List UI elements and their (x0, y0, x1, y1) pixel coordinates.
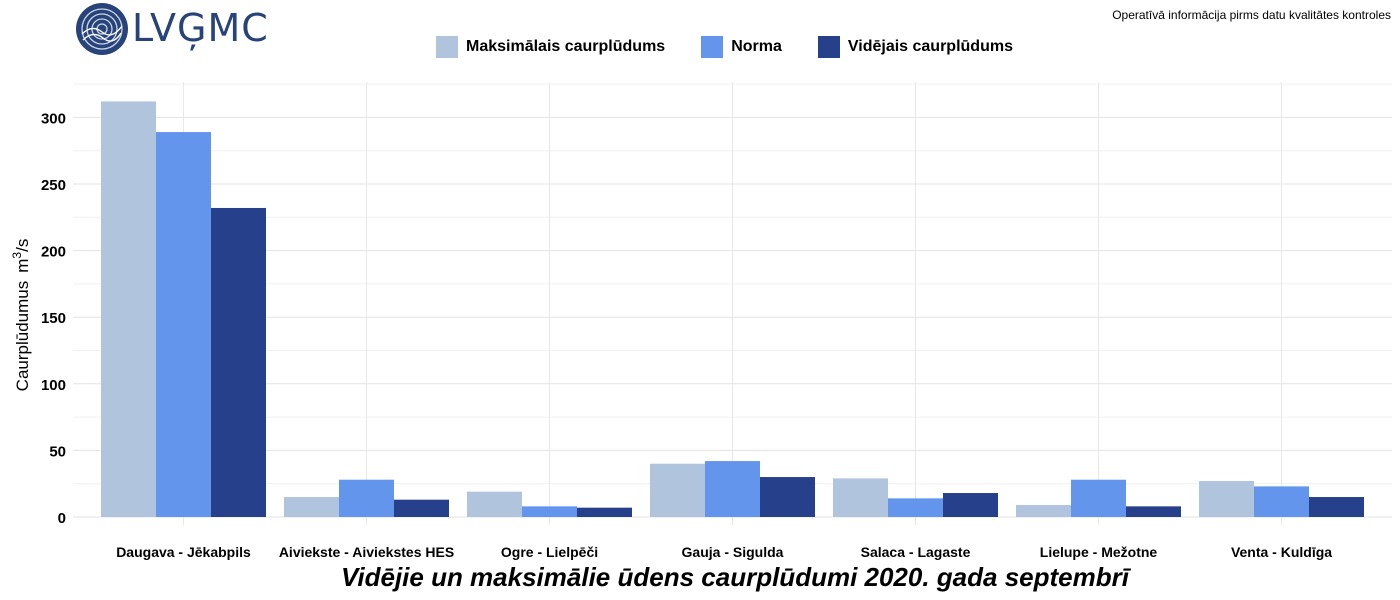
legend-label: Vidējais caurplūdums (847, 38, 1013, 55)
bar-norm (705, 461, 760, 517)
x-tick-label: Lielupe - Mežotne (1040, 544, 1158, 560)
bar-mean (1309, 497, 1364, 517)
bar-max (1016, 505, 1071, 517)
bar-norm (1254, 486, 1309, 517)
bar-mean (943, 493, 998, 517)
y-axis-unit-den: /s (13, 239, 32, 252)
x-axis-ticks: Daugava - Jēkabpils Aiviekste - Aiviekste… (116, 544, 1332, 560)
bar-mean (1126, 506, 1181, 517)
legend-item: Norma (701, 36, 782, 58)
logo-text: LVĢMC (132, 6, 269, 50)
legend-swatch (701, 36, 724, 58)
bar-mean (760, 477, 815, 517)
y-tick-label: 200 (41, 244, 66, 261)
y-tick-label: 250 (41, 177, 66, 194)
legend-item: Maksimālais caurplūdums (436, 36, 665, 58)
bar-norm (522, 506, 577, 517)
x-tick-label: Salaca - Lagaste (861, 544, 971, 560)
bar-mean (211, 207, 266, 517)
bars (101, 101, 1364, 517)
x-tick-label: Gauja - Sigulda (682, 544, 784, 560)
legend-swatch (436, 36, 458, 58)
bar-mean (577, 507, 632, 517)
y-tick-label: 100 (41, 377, 66, 394)
bar-norm (156, 132, 211, 517)
bar-norm (888, 498, 943, 517)
lvgmc-logo: LVĢMC (74, 2, 274, 56)
chart-legend: Maksimālais caurplūdums Norma Vidējais cau… (436, 36, 1013, 58)
x-tick-label: Aiviekste - Aiviekstes HES (279, 544, 454, 560)
y-axis-label-text: Caurplūdumus (13, 281, 32, 392)
bar-max (650, 463, 705, 517)
legend-item: Vidējais caurplūdums (817, 36, 1013, 58)
legend-swatch (817, 36, 840, 58)
grid-lines (73, 82, 1392, 525)
bar-max (1199, 481, 1254, 517)
bar-max (284, 497, 339, 517)
y-axis-unit-base: m (13, 259, 32, 273)
bar-max (467, 491, 522, 517)
x-tick-label: Ogre - Lielpēči (501, 544, 598, 560)
bar-mean (394, 499, 449, 517)
y-tick-label: 300 (41, 110, 66, 127)
legend-label: Norma (731, 38, 782, 55)
y-axis-label: Caurplūdumus m3/s (10, 239, 32, 392)
logo-emblem-icon (76, 3, 128, 55)
y-tick-label: 0 (58, 510, 66, 527)
bar-norm (339, 479, 394, 517)
y-axis-unit-exp: 3 (10, 252, 24, 259)
legend-label: Maksimālais caurplūdums (466, 38, 666, 55)
bar-max (833, 478, 888, 517)
x-tick-label: Daugava - Jēkabpils (116, 544, 251, 560)
chart-title: Vidējie un maksimālie ūdens caurplūdumi … (341, 562, 1129, 592)
y-tick-label: 150 (41, 310, 66, 327)
data-quality-note: Operatīvā informācija pirms datu kvalitā… (1112, 8, 1391, 22)
bar-max (101, 101, 156, 517)
x-tick-label: Venta - Kuldīga (1231, 544, 1332, 560)
y-tick-label: 50 (49, 443, 66, 460)
bar-norm (1071, 479, 1126, 517)
y-axis-ticks: 0 50 100 150 200 250 300 (41, 110, 66, 527)
